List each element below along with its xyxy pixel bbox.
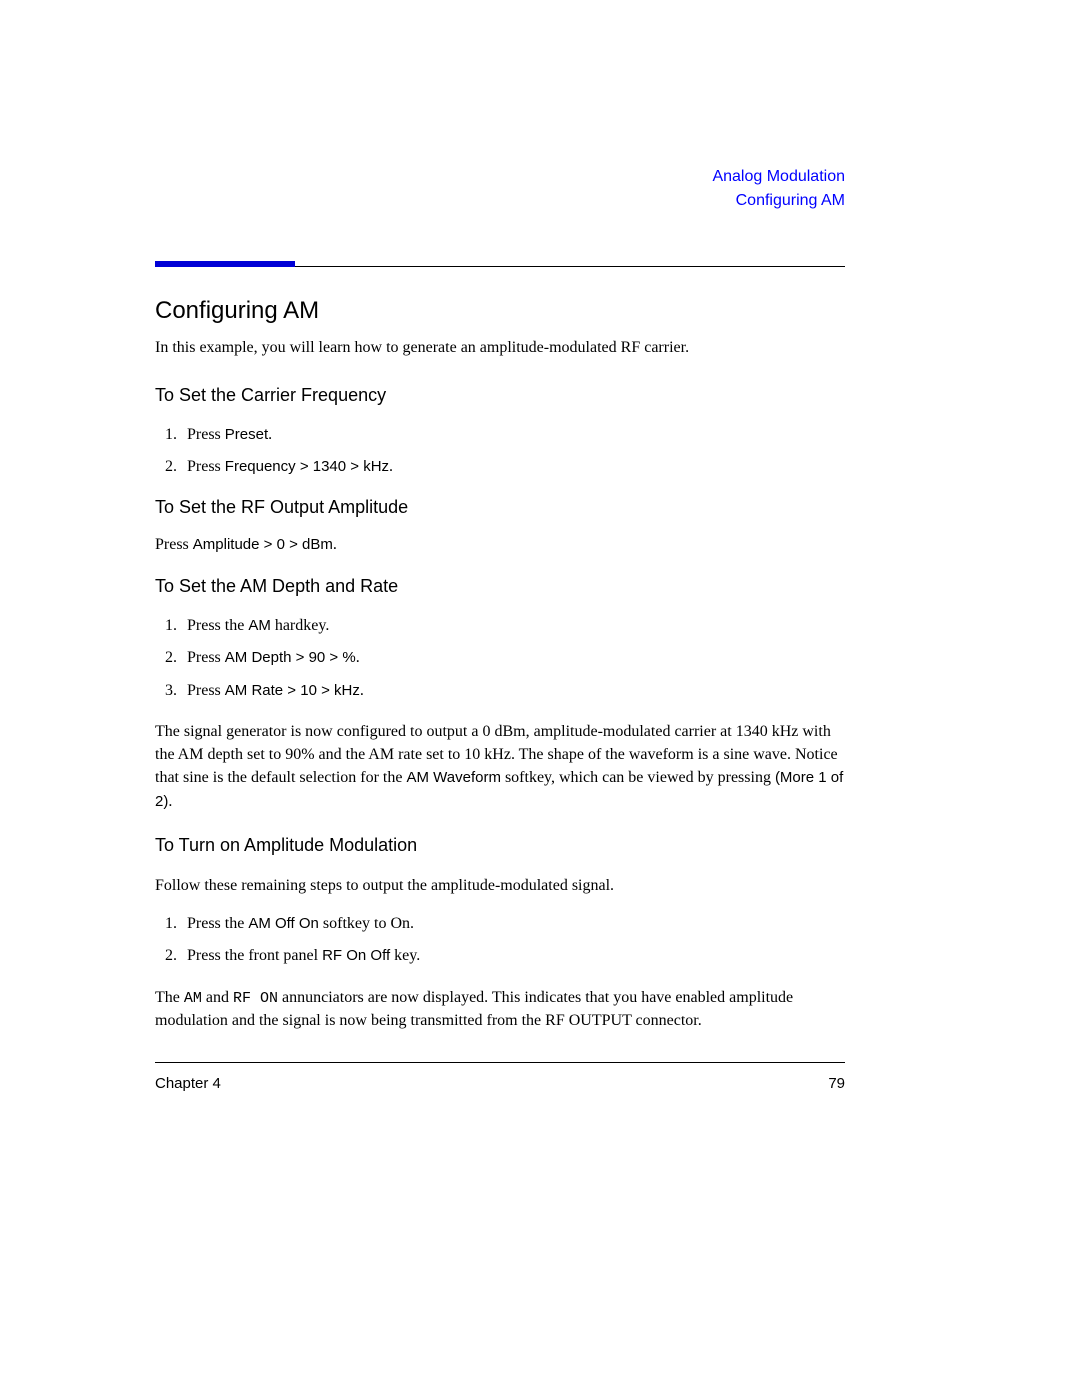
section-heading-rf: To Set the RF Output Amplitude — [155, 497, 845, 518]
accent-bar — [155, 261, 295, 267]
step-text: softkey to On. — [319, 915, 414, 932]
softkey-label: Amplitude > 0 > dBm — [193, 536, 333, 553]
step-text: Press — [187, 682, 225, 699]
page-content: Analog Modulation Configuring AM Configu… — [155, 165, 845, 1055]
softkey-label: RF On Off — [322, 947, 390, 964]
step-line: Press Amplitude > 0 > dBm. — [155, 536, 845, 554]
body-text: . — [168, 793, 172, 810]
section-heading-depth: To Set the AM Depth and Rate — [155, 576, 845, 597]
steps-turnon: Press the AM Off On softkey to On. Press… — [155, 913, 845, 968]
running-header: Analog Modulation Configuring AM — [155, 165, 845, 213]
horizontal-rule — [295, 266, 845, 267]
step-text: hardkey. — [271, 617, 330, 634]
step-text: . — [356, 649, 360, 666]
body-text: The — [155, 989, 184, 1006]
step-text: . — [360, 682, 364, 699]
header-line-2: Configuring AM — [155, 189, 845, 213]
list-item: Press the front panel RF On Off key. — [181, 945, 845, 967]
softkey-label: AM — [248, 617, 271, 634]
steps-carrier: Press Preset. Press Frequency > 1340 > k… — [155, 424, 845, 479]
paragraph: The signal generator is now configured t… — [155, 720, 845, 813]
steps-depth: Press the AM hardkey. Press AM Depth > 9… — [155, 615, 845, 702]
list-item: Press Preset. — [181, 424, 845, 446]
header-line-1: Analog Modulation — [155, 165, 845, 189]
list-item: Press the AM Off On softkey to On. — [181, 913, 845, 935]
list-item: Press Frequency > 1340 > kHz. — [181, 456, 845, 478]
softkey-label: AM Off On — [248, 915, 319, 932]
step-text: Press — [187, 458, 225, 475]
step-text: . — [268, 426, 272, 443]
page-number: 79 — [828, 1075, 845, 1092]
footer-row: Chapter 4 79 — [155, 1075, 845, 1092]
step-text: Press the — [187, 915, 248, 932]
annunciator-label: AM — [184, 990, 202, 1007]
body-text: softkey, which can be viewed by pressing — [501, 769, 775, 786]
step-text: . — [333, 536, 337, 553]
section-heading-turnon: To Turn on Amplitude Modulation — [155, 835, 845, 856]
body-text: and — [202, 989, 233, 1006]
step-text: Press — [155, 536, 193, 553]
paragraph: The AM and RF ON annunciators are now di… — [155, 986, 845, 1033]
page-title: Configuring AM — [155, 297, 845, 325]
title-rule — [155, 261, 845, 267]
step-text: Press the front panel — [187, 947, 322, 964]
softkey-label: AM Rate > 10 > kHz — [225, 682, 360, 699]
list-item: Press AM Depth > 90 > %. — [181, 647, 845, 669]
list-item: Press the AM hardkey. — [181, 615, 845, 637]
step-text: key. — [390, 947, 420, 964]
step-text: Press the — [187, 617, 248, 634]
softkey-label: AM Waveform — [406, 769, 500, 786]
chapter-label: Chapter 4 — [155, 1075, 221, 1092]
footer-rule — [155, 1062, 845, 1063]
step-text: . — [389, 458, 393, 475]
softkey-label: AM Depth > 90 > % — [225, 649, 356, 666]
step-text: Press — [187, 426, 225, 443]
softkey-label: Preset — [225, 426, 268, 443]
annunciator-label: RF ON — [233, 990, 278, 1007]
softkey-label: Frequency > 1340 > kHz — [225, 458, 389, 475]
page-footer: Chapter 4 79 — [155, 1062, 845, 1092]
list-item: Press AM Rate > 10 > kHz. — [181, 680, 845, 702]
intro-text: In this example, you will learn how to g… — [155, 339, 845, 357]
step-text: Press — [187, 649, 225, 666]
section-heading-carrier: To Set the Carrier Frequency — [155, 385, 845, 406]
lead-text: Follow these remaining steps to output t… — [155, 874, 845, 897]
